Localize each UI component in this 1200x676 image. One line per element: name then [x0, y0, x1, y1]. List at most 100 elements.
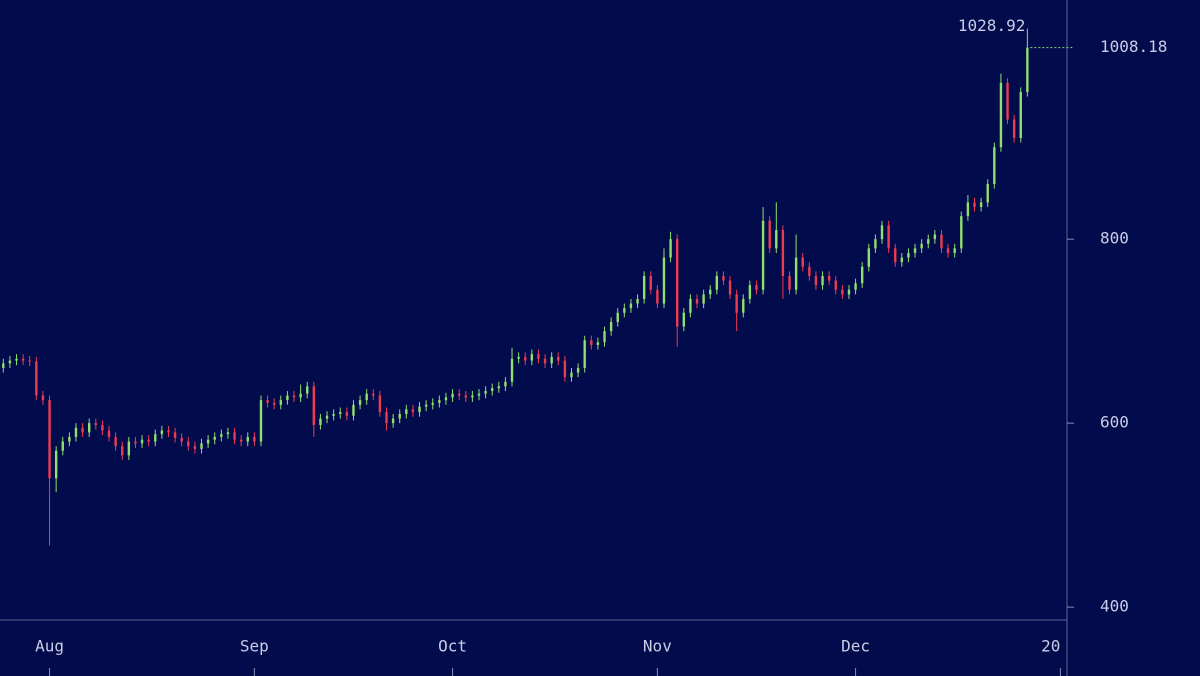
body [411, 409, 415, 413]
body [319, 418, 322, 425]
body [292, 395, 296, 398]
high-label: 1028.92 [958, 16, 1025, 35]
x-tick-label: Nov [643, 637, 672, 656]
body [557, 356, 560, 361]
body [847, 289, 851, 295]
body [709, 289, 712, 295]
plot-area [2, 28, 1029, 546]
body [147, 439, 150, 442]
body [239, 439, 243, 442]
body [913, 248, 917, 253]
body [510, 358, 514, 382]
body [781, 229, 785, 276]
body [927, 239, 930, 244]
body [920, 243, 923, 249]
body [788, 275, 791, 290]
body [378, 395, 382, 413]
body [576, 367, 580, 373]
body [471, 395, 474, 398]
body [491, 388, 494, 391]
body [742, 298, 745, 313]
body [616, 312, 619, 322]
x-tick-label: 20 [1041, 637, 1060, 656]
body [702, 294, 705, 304]
body [28, 360, 31, 362]
body [1012, 119, 1016, 138]
body [669, 239, 672, 258]
body [339, 412, 342, 414]
body [537, 354, 540, 359]
x-tick-label: Oct [438, 637, 467, 656]
body [54, 450, 58, 479]
body [259, 400, 263, 442]
body [808, 266, 811, 276]
body [960, 216, 963, 249]
body [775, 229, 778, 249]
body [860, 266, 864, 284]
body [464, 395, 467, 398]
body [477, 393, 481, 396]
y-tick-label: 600 [1100, 413, 1129, 432]
body [35, 361, 38, 396]
body [953, 248, 956, 253]
body [431, 402, 434, 405]
body [154, 434, 157, 442]
body [114, 436, 117, 447]
body [107, 430, 111, 437]
body [272, 402, 276, 405]
body [358, 400, 362, 405]
body [874, 239, 877, 249]
body [946, 248, 950, 253]
body [636, 298, 639, 304]
body [550, 356, 553, 364]
body [933, 234, 937, 240]
x-tick-label: Dec [841, 637, 870, 656]
body [966, 202, 970, 217]
body [87, 423, 91, 433]
body [173, 432, 177, 438]
body [451, 393, 454, 398]
body [200, 443, 203, 449]
last-price-label: 1008.18 [1100, 37, 1167, 56]
body [682, 312, 686, 327]
body [629, 303, 633, 309]
body [134, 441, 137, 444]
body [187, 441, 190, 447]
body [424, 404, 428, 407]
body [193, 446, 197, 449]
body [623, 308, 626, 313]
body [768, 220, 771, 249]
y-tick-label: 400 [1100, 597, 1129, 616]
body [299, 393, 302, 398]
body [286, 395, 289, 401]
body [748, 285, 752, 299]
body [761, 220, 765, 290]
body [570, 372, 573, 378]
body [484, 390, 487, 394]
body [642, 275, 646, 299]
body [121, 446, 124, 456]
body [127, 441, 131, 456]
body [345, 412, 349, 416]
body [504, 381, 507, 387]
body [524, 356, 527, 361]
body [457, 393, 461, 396]
body [352, 404, 355, 416]
body [1019, 91, 1022, 138]
body [583, 340, 586, 368]
body [900, 257, 904, 263]
body [940, 234, 943, 249]
body [226, 432, 230, 435]
body [715, 275, 719, 290]
body [1026, 47, 1029, 92]
body [1006, 82, 1009, 120]
body [312, 386, 316, 425]
body [81, 427, 84, 433]
body [418, 406, 421, 413]
body [41, 395, 45, 401]
body [372, 393, 375, 396]
y-tick-label: 800 [1100, 229, 1129, 248]
body [590, 340, 593, 345]
body [841, 289, 844, 295]
